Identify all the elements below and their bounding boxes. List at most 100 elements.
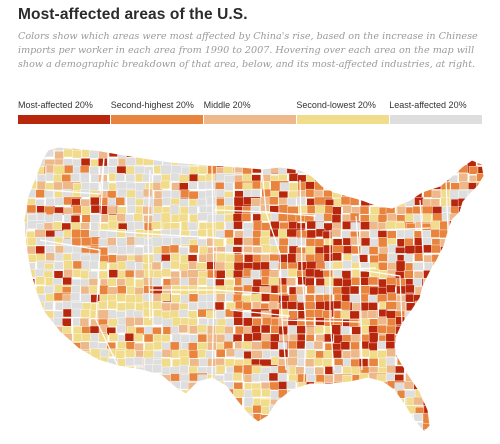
map-area[interactable]: [261, 333, 271, 342]
map-area[interactable]: [431, 189, 442, 199]
map-area[interactable]: [485, 286, 494, 294]
map-area[interactable]: [485, 158, 494, 166]
map-area[interactable]: [295, 398, 315, 408]
map-area[interactable]: [205, 142, 224, 151]
map-area[interactable]: [116, 421, 136, 430]
map-area[interactable]: [223, 182, 234, 191]
map-area[interactable]: [279, 404, 289, 414]
map-area[interactable]: [441, 325, 451, 334]
map-area[interactable]: [45, 373, 65, 383]
map-area[interactable]: [18, 214, 28, 223]
map-area[interactable]: [269, 430, 280, 439]
map-area[interactable]: [486, 262, 495, 270]
map-area[interactable]: [134, 220, 144, 230]
map-area[interactable]: [261, 422, 272, 431]
map-area[interactable]: [125, 349, 135, 358]
map-area[interactable]: [143, 333, 154, 343]
map-area[interactable]: [162, 397, 172, 414]
map-area[interactable]: [188, 413, 208, 423]
map-area[interactable]: [133, 356, 144, 366]
map-area[interactable]: [386, 325, 405, 335]
map-area[interactable]: [277, 372, 288, 382]
map-area[interactable]: [250, 189, 261, 198]
map-area[interactable]: [107, 220, 118, 230]
map-area[interactable]: [124, 269, 135, 279]
map-area[interactable]: [142, 430, 153, 438]
map-area[interactable]: [54, 421, 64, 431]
map-area[interactable]: [72, 333, 83, 342]
map-area[interactable]: [80, 270, 90, 280]
map-area[interactable]: [467, 358, 477, 368]
map-area[interactable]: [81, 366, 91, 375]
map-area[interactable]: [44, 189, 54, 199]
map-area[interactable]: [243, 158, 262, 167]
map-area[interactable]: [476, 190, 486, 200]
map-area[interactable]: [476, 206, 486, 216]
map-area[interactable]: [450, 309, 469, 318]
map-area[interactable]: [485, 190, 494, 198]
map-area[interactable]: [323, 173, 334, 182]
map-area[interactable]: [369, 414, 379, 423]
map-area[interactable]: [180, 189, 190, 199]
map-area[interactable]: [205, 173, 216, 183]
map-area[interactable]: [487, 206, 496, 222]
map-area[interactable]: [287, 301, 297, 310]
map-area[interactable]: [466, 350, 477, 359]
map-area[interactable]: [458, 332, 478, 342]
map-area[interactable]: [241, 213, 252, 222]
map-area[interactable]: [260, 429, 270, 438]
map-area[interactable]: [252, 158, 271, 167]
map-area[interactable]: [108, 413, 118, 422]
map-area[interactable]: [459, 388, 470, 406]
map-area[interactable]: [286, 277, 296, 286]
map-area[interactable]: [460, 254, 470, 263]
map-area[interactable]: [152, 381, 171, 390]
map-area[interactable]: [333, 438, 342, 444]
map-area[interactable]: [431, 244, 441, 254]
map-area[interactable]: [342, 438, 360, 444]
map-area[interactable]: [376, 182, 387, 192]
map-area[interactable]: [252, 317, 262, 327]
map-area[interactable]: [423, 172, 434, 182]
map-area[interactable]: [478, 373, 496, 391]
map-area[interactable]: [358, 165, 369, 175]
map-area[interactable]: [170, 276, 181, 286]
map-area[interactable]: [151, 414, 161, 423]
map-area[interactable]: [26, 317, 36, 326]
map-area[interactable]: [340, 341, 351, 350]
map-area[interactable]: [206, 252, 216, 262]
map-area[interactable]: [342, 382, 352, 399]
map-area[interactable]: [369, 422, 388, 431]
map-area[interactable]: [486, 381, 495, 389]
map-area[interactable]: [487, 198, 496, 206]
map-area[interactable]: [288, 348, 299, 358]
map-area[interactable]: [304, 389, 324, 398]
map-area[interactable]: [80, 158, 91, 167]
map-area[interactable]: [487, 182, 500, 190]
map-area[interactable]: [54, 150, 64, 160]
map-area[interactable]: [17, 276, 27, 286]
map-area[interactable]: [415, 438, 424, 444]
map-area[interactable]: [251, 325, 261, 334]
map-area[interactable]: [178, 324, 188, 334]
map-area[interactable]: [459, 260, 469, 278]
map-area[interactable]: [449, 348, 460, 366]
map-area[interactable]: [476, 319, 494, 328]
map-area[interactable]: [314, 381, 324, 391]
map-area[interactable]: [430, 220, 441, 230]
map-area[interactable]: [458, 381, 469, 391]
map-area[interactable]: [396, 174, 406, 183]
map-area[interactable]: [332, 143, 343, 151]
map-area[interactable]: [269, 260, 279, 270]
map-area[interactable]: [115, 142, 126, 150]
map-area[interactable]: [486, 406, 500, 414]
map-area[interactable]: [378, 253, 388, 262]
map-area[interactable]: [98, 261, 108, 270]
map-area[interactable]: [233, 365, 243, 374]
map-area[interactable]: [17, 356, 26, 366]
map-area[interactable]: [440, 406, 451, 423]
map-area[interactable]: [232, 213, 243, 222]
map-area[interactable]: [349, 285, 360, 295]
map-area[interactable]: [448, 397, 468, 407]
map-area[interactable]: [62, 406, 72, 424]
